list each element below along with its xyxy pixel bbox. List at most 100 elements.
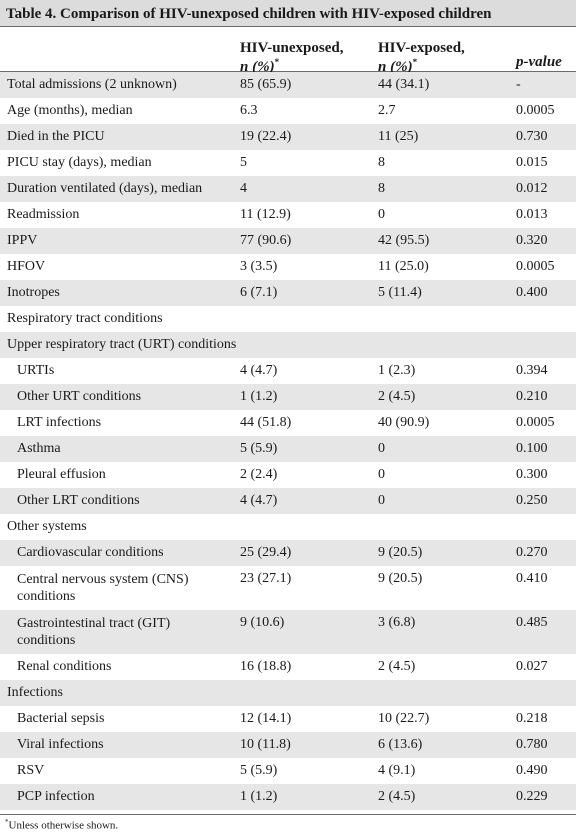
cell-hiv-unexposed: 19 (22.4) [240,129,292,144]
row-label: HFOV [7,259,46,274]
row-label: Pleural effusion [17,467,106,482]
cell-hiv-exposed: 11 (25) [378,129,419,144]
cell-p-value: 0.320 [516,233,548,248]
row-label: RSV [17,763,45,778]
row-label: Respiratory tract conditions [7,311,163,326]
table-row: Pleural effusion 2 (2.4) 0 0.300 [0,462,576,488]
cell-hiv-unexposed: 44 (51.8) [240,415,292,430]
table-row: PCP infection 1 (1.2) 2 (4.5) 0.229 [0,784,576,810]
row-label: Total admissions (2 unknown) [7,77,177,92]
cell-p-value: 0.410 [516,571,548,586]
cell-hiv-unexposed: 5 [240,155,247,170]
cell-hiv-unexposed: 5 (5.9) [240,441,278,456]
row-label: Duration ventilated (days), median [7,181,203,196]
header-hiv-exposed: HIV-exposed, n (%)* [378,40,465,75]
table-row: Asthma 5 (5.9) 0 0.100 [0,436,576,462]
table-header: HIV-unexposed, n (%)* HIV-exposed, n (%)… [0,27,576,75]
cell-p-value: 0.218 [516,711,548,726]
cell-hiv-unexposed: 16 (18.8) [240,659,292,674]
row-label: Central nervous system (CNS) conditions [17,572,189,604]
header-footnote-marker: * [274,57,280,67]
cell-hiv-unexposed: 11 (12.9) [240,207,291,222]
cell-p-value: 0.270 [516,545,548,560]
row-label: IPPV [7,233,38,248]
cell-p-value: 0.490 [516,763,548,778]
table-row: Other LRT conditions 4 (4.7) 0 0.250 [0,488,576,514]
cell-p-value: 0.0005 [516,259,555,274]
cell-hiv-exposed: 0 [378,441,385,456]
row-label: LRT infections [17,415,102,430]
table-row: Viral infections 10 (11.8) 6 (13.6) 0.780 [0,732,576,758]
table-row: RSV 5 (5.9) 4 (9.1) 0.490 [0,758,576,784]
header-hiv-exposed-label: HIV-exposed, [378,40,465,56]
cell-hiv-unexposed: 85 (65.9) [240,77,292,92]
cell-hiv-exposed: 11 (25.0) [378,259,429,274]
header-unit-text: n (%) [240,59,275,75]
cell-p-value: 0.210 [516,389,548,404]
cell-p-value: 0.780 [516,737,548,752]
row-label: Infections [7,685,63,700]
cell-p-value: 0.730 [516,129,548,144]
table-row: URTIs 4 (4.7) 1 (2.3) 0.394 [0,358,576,384]
table-row: Cardiovascular conditions 25 (29.4) 9 (20.… [0,540,576,566]
cell-hiv-exposed: 8 [378,155,385,170]
cell-hiv-unexposed: 23 (27.1) [240,571,292,586]
cell-hiv-unexposed: 4 (4.7) [240,493,278,508]
cell-p-value: 0.015 [516,155,548,170]
table-row: Duration ventilated (days), median 4 8 0.01… [0,176,576,202]
table-row: Bacterial sepsis 12 (14.1) 10 (22.7) 0.218 [0,706,576,732]
row-label: PICU stay (days), median [7,155,152,170]
cell-hiv-exposed: 3 (6.8) [378,615,416,630]
table-row: Readmission 11 (12.9) 0 0.013 [0,202,576,228]
footnote-text: Unless otherwise shown. [8,819,119,832]
cell-hiv-exposed: 42 (95.5) [378,233,430,248]
header-footnote-marker: * [412,57,418,67]
cell-hiv-exposed: 6 (13.6) [378,737,423,752]
cell-hiv-exposed: 40 (90.9) [378,415,430,430]
row-label: Died in the PICU [7,129,105,144]
table-body: Total admissions (2 unknown) 85 (65.9) 44 … [0,72,576,810]
table-footnote: *Unless otherwise shown. [5,818,118,832]
cell-p-value: 0.300 [516,467,548,482]
cell-hiv-unexposed: 4 [240,181,247,196]
header-hiv-exposed-unit: n (%)* [378,55,465,75]
cell-hiv-unexposed: 10 (11.8) [240,737,291,752]
cell-hiv-exposed: 0 [378,207,385,222]
row-label: Other URT conditions [17,389,142,404]
row-label: URTIs [17,363,55,378]
row-label: Upper respiratory tract (URT) conditions [7,337,237,352]
cell-hiv-unexposed: 5 (5.9) [240,763,278,778]
cell-hiv-unexposed: 12 (14.1) [240,711,292,726]
table-row: PICU stay (days), median 5 8 0.015 [0,150,576,176]
cell-hiv-unexposed: 6 (7.1) [240,285,278,300]
cell-hiv-unexposed: 9 (10.6) [240,615,285,630]
cell-hiv-exposed: 2 (4.5) [378,789,416,804]
cell-hiv-exposed: 1 (2.3) [378,363,416,378]
cell-hiv-exposed: 2 (4.5) [378,659,416,674]
table-row: Inotropes 6 (7.1) 5 (11.4) 0.400 [0,280,576,306]
table-bottom-rule [0,814,576,815]
table-row: Other systems [0,514,576,540]
header-unit-text: n (%) [378,59,413,75]
row-label: Gastrointestinal tract (GIT) conditions [17,616,171,648]
cell-p-value: 0.100 [516,441,548,456]
cell-p-value: 0.229 [516,789,548,804]
cell-p-value: 0.0005 [516,415,555,430]
footnote-marker: * [5,818,9,826]
cell-hiv-unexposed: 25 (29.4) [240,545,292,560]
cell-hiv-exposed: 5 (11.4) [378,285,422,300]
table-row: Died in the PICU 19 (22.4) 11 (25) 0.730 [0,124,576,150]
cell-hiv-unexposed: 1 (1.2) [240,789,278,804]
table-row: Upper respiratory tract (URT) conditions [0,332,576,358]
cell-hiv-exposed: 2 (4.5) [378,389,416,404]
cell-hiv-unexposed: 77 (90.6) [240,233,292,248]
table-row: Total admissions (2 unknown) 85 (65.9) 44 … [0,72,576,98]
row-label: Inotropes [7,285,60,300]
row-label: Viral infections [17,737,104,752]
cell-hiv-exposed: 0 [378,467,385,482]
cell-hiv-unexposed: 3 (3.5) [240,259,278,274]
table-row: IPPV 77 (90.6) 42 (95.5) 0.320 [0,228,576,254]
cell-p-value: 0.0005 [516,103,555,118]
cell-hiv-exposed: 8 [378,181,385,196]
